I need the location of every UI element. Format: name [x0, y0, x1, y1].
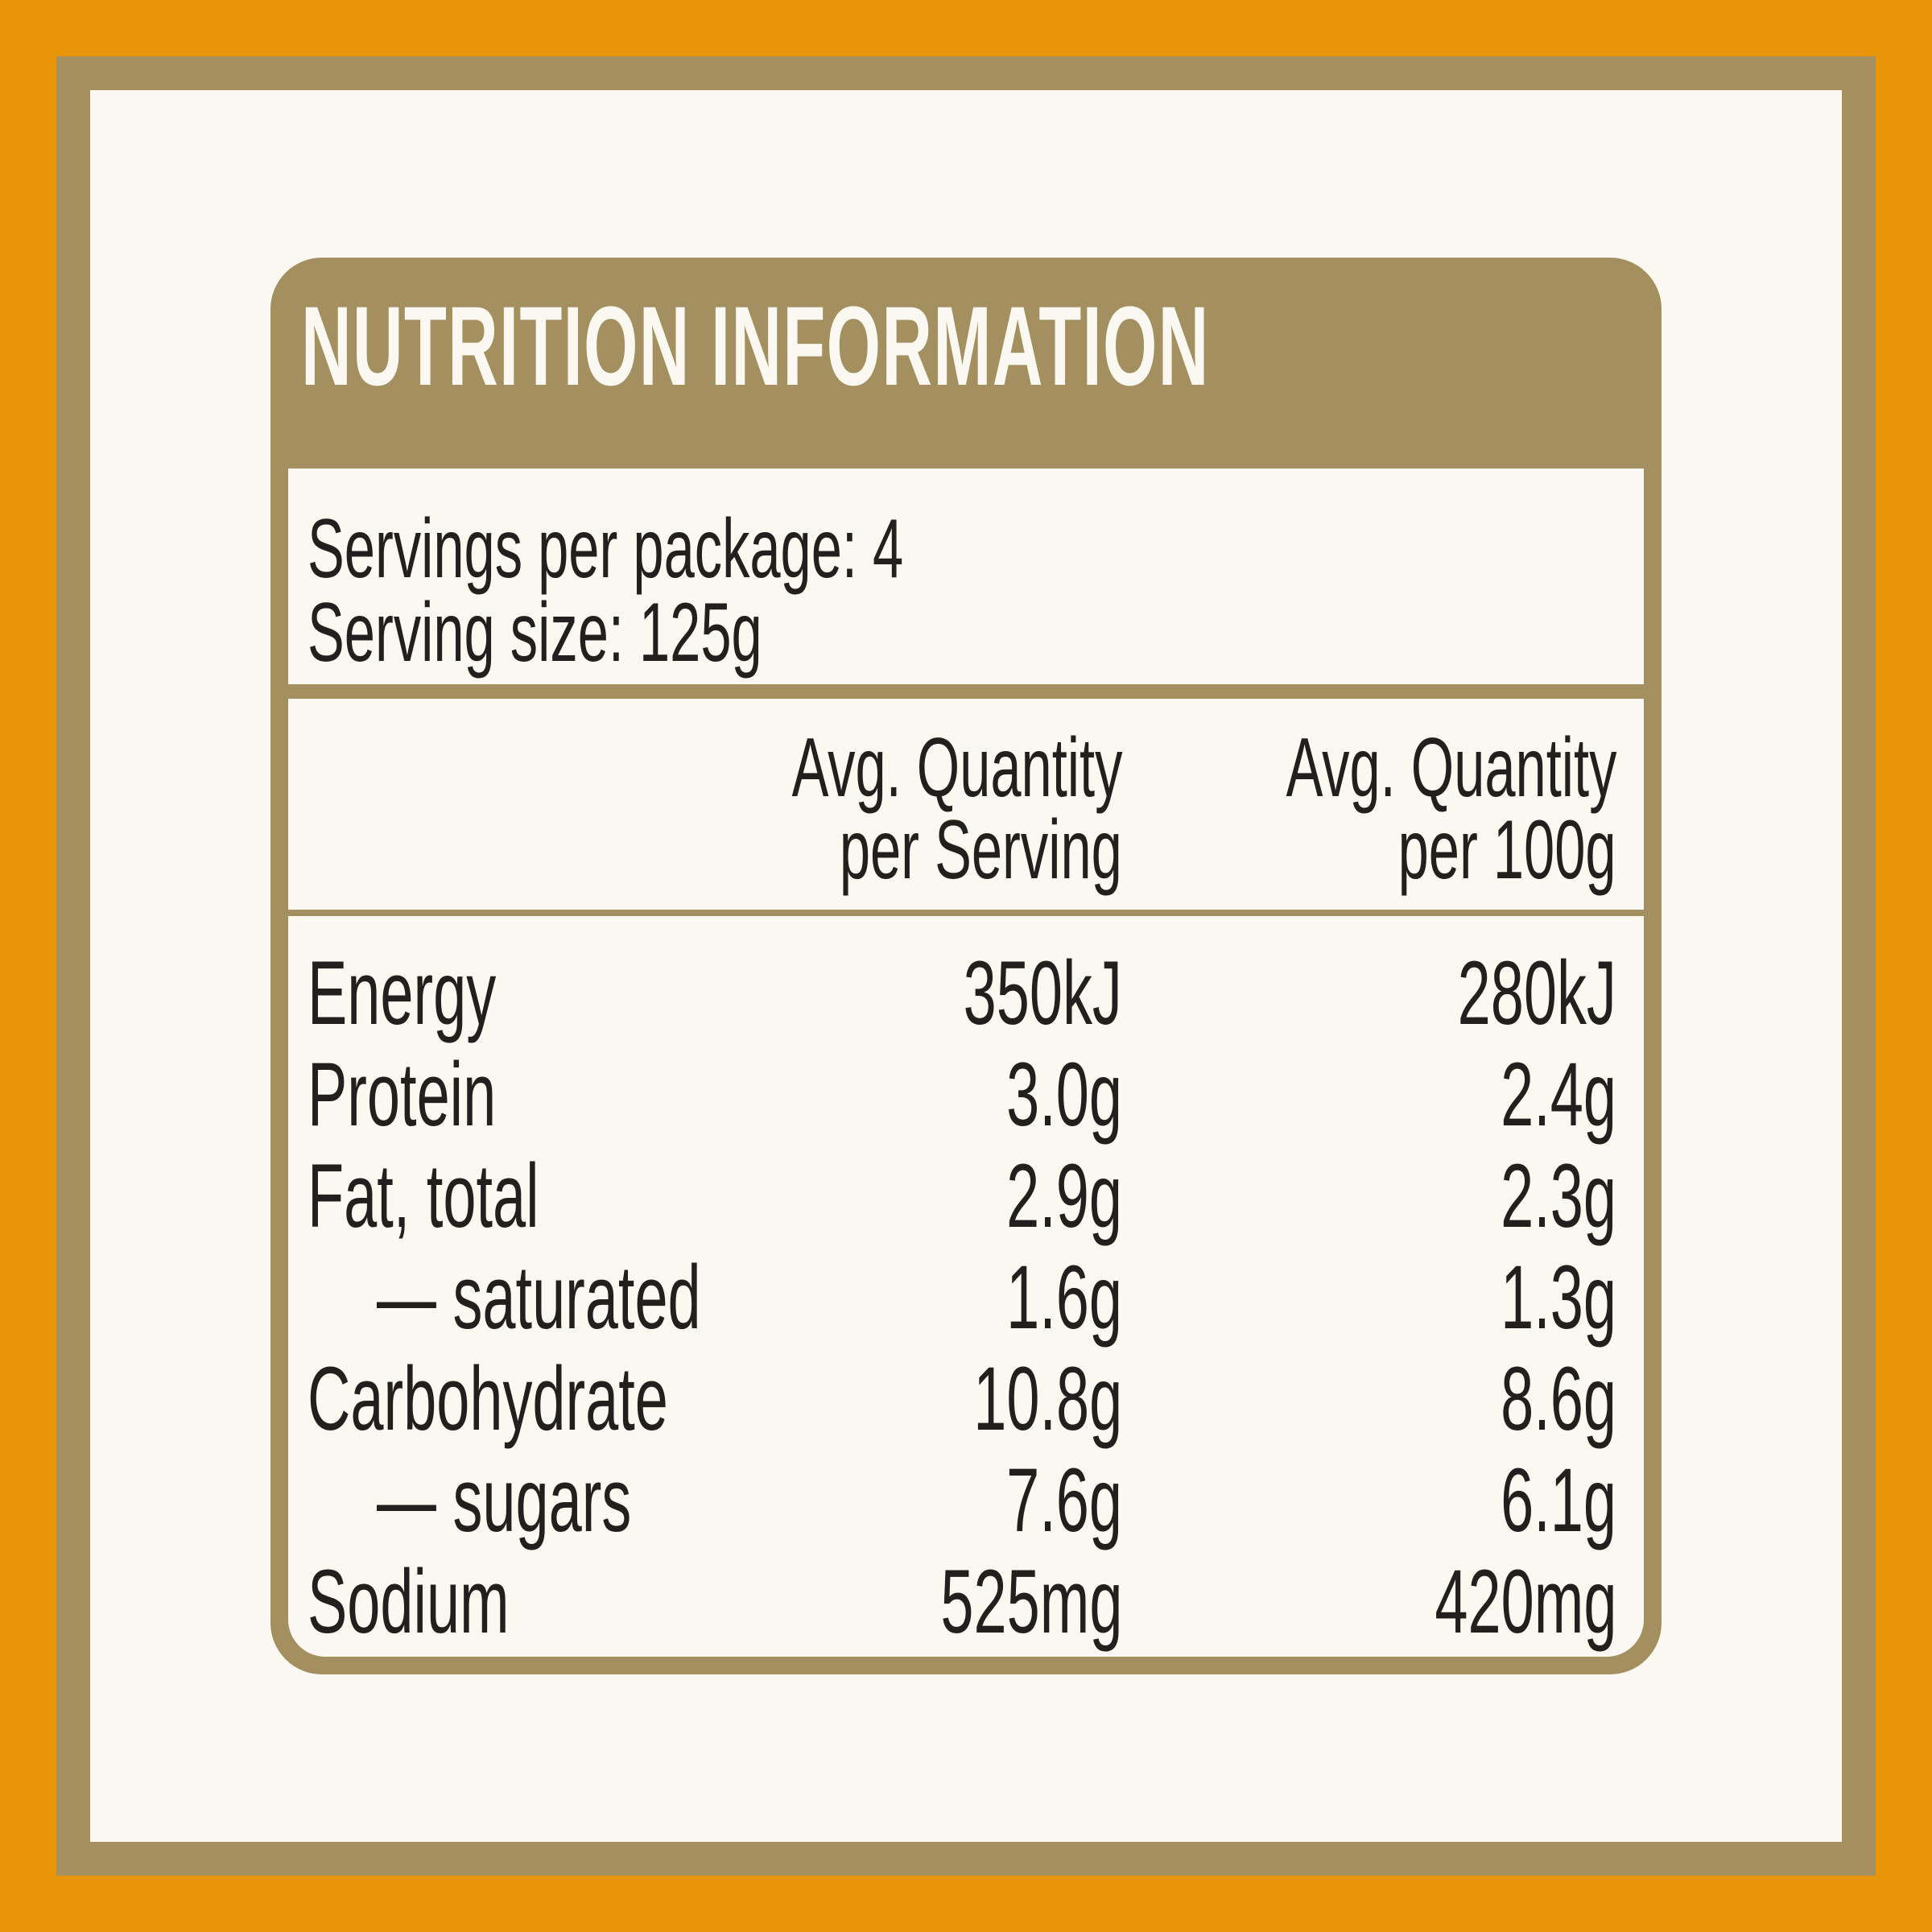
per-serving-value: 10.8g [973, 1348, 1122, 1449]
servings-section: Servings per package: 4 Serving size: 12… [288, 469, 1644, 684]
nutrient-label: Energy [308, 943, 497, 1043]
per-serving-value: 7.6g [1006, 1450, 1122, 1550]
col-serving-header-line1: Avg. Quantity [791, 721, 1122, 815]
col-100g-header-line1: Avg. Quantity [1286, 721, 1616, 815]
per-100g-value: 6.1g [1501, 1450, 1616, 1550]
col-100g-header-line2: per 100g [1398, 803, 1616, 897]
servings-per-package: Servings per package: 4 [308, 502, 904, 596]
per-100g-value: 8.6g [1501, 1348, 1616, 1449]
nutrient-label: — saturated [377, 1247, 701, 1348]
per-serving-value: 350kJ [963, 943, 1122, 1043]
col-serving-header-line2: per Serving [839, 803, 1122, 897]
per-100g-value: 420mg [1434, 1551, 1616, 1652]
per-serving-value: 2.9g [1006, 1146, 1122, 1246]
per-100g-value: 1.3g [1501, 1247, 1616, 1348]
nutrient-label: Protein [308, 1044, 497, 1145]
nutrient-label: Sodium [308, 1551, 510, 1652]
panel-title: NUTRITION INFORMATION [301, 283, 1210, 409]
nutrient-label: Carbohydrate [308, 1348, 668, 1449]
nutrient-label: Fat, total [308, 1146, 539, 1246]
per-100g-value: 2.3g [1501, 1146, 1616, 1246]
nutrient-table: Energy 350kJ 280kJ Protein 3.0g 2.4g Fat… [288, 916, 1644, 1657]
per-100g-value: 2.4g [1501, 1044, 1616, 1145]
per-100g-value: 280kJ [1457, 943, 1616, 1043]
nutrition-panel: NUTRITION INFORMATION Servings per packa… [270, 258, 1662, 1674]
column-header-section: Avg. Quantity per Serving Avg. Quantity … [288, 699, 1644, 910]
nutrient-label: — sugars [377, 1450, 632, 1550]
per-serving-value: 1.6g [1006, 1247, 1122, 1348]
per-serving-value: 3.0g [1006, 1044, 1122, 1145]
per-serving-value: 525mg [939, 1551, 1122, 1652]
serving-size: Serving size: 125g [308, 586, 762, 679]
